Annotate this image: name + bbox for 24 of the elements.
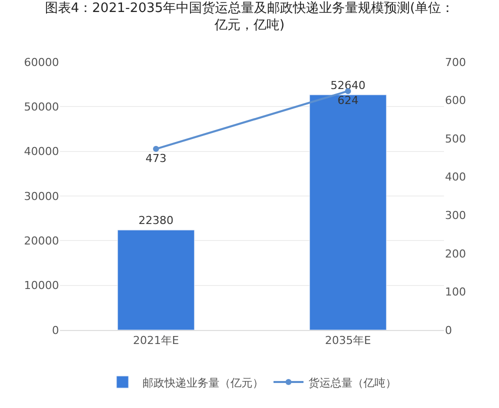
data-label: 473: [146, 152, 166, 165]
data-label: 22380: [138, 214, 174, 228]
legend-label: 货运总量（亿吨）: [308, 376, 396, 390]
data-label: 624: [338, 94, 358, 108]
y-tick-label: 60000: [24, 56, 59, 69]
y-tick-label: 0: [52, 324, 59, 337]
chart-title: 图表4：2021-2035年中国货运总量及邮政快递业务量规模预测(单位：亿元，亿吨): [44, 1, 454, 34]
legend-label: 邮政快递业务量（亿元）: [142, 376, 264, 390]
x-tick-label: 2035年E: [325, 334, 372, 348]
y2-tick-label: 0: [445, 324, 452, 337]
y-tick-label: 30000: [24, 190, 59, 203]
y-tick-label: 50000: [24, 100, 59, 114]
y2-tick-label: 600: [445, 94, 466, 108]
data-label: 52640: [330, 78, 366, 92]
y-tick-label: 40000: [24, 145, 59, 158]
y2-tick-label: 300: [445, 208, 466, 222]
y2-tick-label: 700: [445, 56, 466, 69]
y2-tick-label: 500: [445, 132, 466, 146]
y-tick-label: 10000: [24, 279, 59, 292]
y-tick-label: 20000: [24, 234, 59, 248]
x-tick-label: 2021年E: [133, 334, 180, 348]
y2-tick-label: 100: [445, 286, 466, 299]
y2-tick-label: 400: [445, 170, 466, 184]
y2-tick-label: 200: [445, 247, 466, 260]
